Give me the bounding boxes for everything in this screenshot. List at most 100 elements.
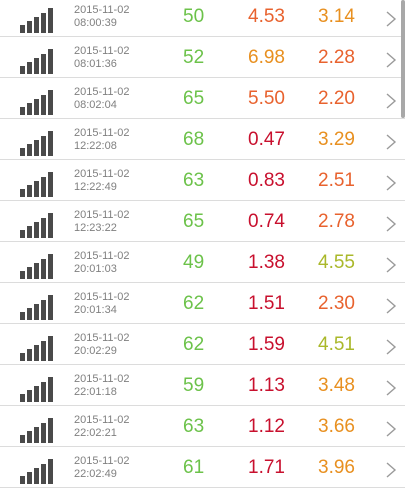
chevron-right-icon[interactable] [385,298,397,314]
chevron-right-icon[interactable] [385,339,397,355]
timestamp: 2015-11-02 20:02:29 [74,332,154,358]
test-date: 2015-11-02 [74,250,130,262]
chevron-right-icon[interactable] [385,380,397,396]
signal-strength-icon [20,131,54,156]
signal-strength-icon [20,377,54,402]
chevron-right-icon[interactable] [385,93,397,109]
test-date: 2015-11-02 [74,127,130,139]
test-date: 2015-11-02 [74,4,130,16]
test-time: 22:01:18 [74,386,117,398]
test-date: 2015-11-02 [74,373,130,385]
chevron-right-icon[interactable] [385,134,397,150]
ping-value: 63 [183,170,205,191]
timestamp: 2015-11-02 22:01:18 [74,373,154,399]
test-date: 2015-11-02 [74,455,130,467]
test-time: 12:23:22 [74,222,117,234]
signal-strength-icon [20,90,54,115]
result-row[interactable]: 2015-11-02 08:01:36 52 6.98 2.28 [0,37,405,78]
test-time: 08:01:36 [74,58,117,70]
download-value: 1.12 [248,416,285,437]
chevron-right-icon[interactable] [385,421,397,437]
result-row[interactable]: 2015-11-02 22:01:18 59 1.13 3.48 [0,365,405,406]
result-row[interactable]: 2015-11-02 20:01:34 62 1.51 2.30 [0,283,405,324]
test-time: 12:22:08 [74,140,117,152]
download-value: 5.50 [248,88,285,109]
test-time: 08:02:04 [74,99,117,111]
results-list: 2015-11-02 08:00:39 50 4.53 3.14 2015-11… [0,0,405,488]
ping-value: 50 [183,6,205,27]
test-time: 08:00:39 [74,17,117,29]
test-date: 2015-11-02 [74,45,130,57]
download-value: 1.13 [248,375,285,396]
ping-value: 62 [183,293,205,314]
download-value: 6.98 [248,47,285,68]
timestamp: 2015-11-02 20:01:34 [74,291,154,317]
timestamp: 2015-11-02 08:01:36 [74,45,154,71]
upload-value: 4.51 [318,334,355,355]
download-value: 0.83 [248,170,285,191]
chevron-right-icon[interactable] [385,52,397,68]
test-time: 12:22:49 [74,181,117,193]
result-row[interactable]: 2015-11-02 12:22:49 63 0.83 2.51 [0,160,405,201]
result-row[interactable]: 2015-11-02 22:02:21 63 1.12 3.66 [0,406,405,447]
timestamp: 2015-11-02 22:02:21 [74,414,154,440]
result-row[interactable]: 2015-11-02 12:23:22 65 0.74 2.78 [0,201,405,242]
ping-value: 62 [183,334,205,355]
upload-value: 3.66 [318,416,355,437]
download-value: 1.38 [248,252,285,273]
signal-strength-icon [20,295,54,320]
signal-strength-icon [20,336,54,361]
result-row[interactable]: 2015-11-02 20:02:29 62 1.59 4.51 [0,324,405,365]
download-value: 1.59 [248,334,285,355]
result-row[interactable]: 2015-11-02 12:22:08 68 0.47 3.29 [0,119,405,160]
test-time: 20:02:29 [74,345,117,357]
test-time: 22:02:21 [74,427,117,439]
download-value: 4.53 [248,6,285,27]
upload-value: 4.55 [318,252,355,273]
chevron-right-icon[interactable] [385,257,397,273]
test-date: 2015-11-02 [74,291,130,303]
ping-value: 61 [183,457,205,478]
ping-value: 65 [183,88,205,109]
test-date: 2015-11-02 [74,414,130,426]
timestamp: 2015-11-02 20:01:03 [74,250,154,276]
chevron-right-icon[interactable] [385,175,397,191]
result-row[interactable]: 2015-11-02 22:02:49 61 1.71 3.96 [0,447,405,488]
upload-value: 3.96 [318,457,355,478]
signal-strength-icon [20,254,54,279]
timestamp: 2015-11-02 12:22:08 [74,127,154,153]
test-time: 20:01:34 [74,304,117,316]
upload-value: 2.30 [318,293,355,314]
ping-value: 65 [183,211,205,232]
download-value: 1.71 [248,457,285,478]
chevron-right-icon[interactable] [385,11,397,27]
result-row[interactable]: 2015-11-02 08:02:04 65 5.50 2.20 [0,78,405,119]
timestamp: 2015-11-02 12:23:22 [74,209,154,235]
signal-strength-icon [20,459,54,484]
upload-value: 2.78 [318,211,355,232]
upload-value: 2.51 [318,170,355,191]
chevron-right-icon[interactable] [385,462,397,478]
chevron-right-icon[interactable] [385,216,397,232]
signal-strength-icon [20,49,54,74]
signal-strength-icon [20,418,54,443]
test-date: 2015-11-02 [74,168,130,180]
upload-value: 3.14 [318,6,355,27]
timestamp: 2015-11-02 12:22:49 [74,168,154,194]
upload-value: 2.28 [318,47,355,68]
download-value: 0.74 [248,211,285,232]
scrollbar[interactable] [401,0,405,118]
download-value: 1.51 [248,293,285,314]
timestamp: 2015-11-02 22:02:49 [74,455,154,481]
ping-value: 49 [183,252,205,273]
timestamp: 2015-11-02 08:02:04 [74,86,154,112]
download-value: 0.47 [248,129,285,150]
ping-value: 52 [183,47,205,68]
ping-value: 63 [183,416,205,437]
test-date: 2015-11-02 [74,86,130,98]
ping-value: 59 [183,375,205,396]
test-date: 2015-11-02 [74,209,130,221]
result-row[interactable]: 2015-11-02 08:00:39 50 4.53 3.14 [0,0,405,37]
ping-value: 68 [183,129,205,150]
result-row[interactable]: 2015-11-02 20:01:03 49 1.38 4.55 [0,242,405,283]
